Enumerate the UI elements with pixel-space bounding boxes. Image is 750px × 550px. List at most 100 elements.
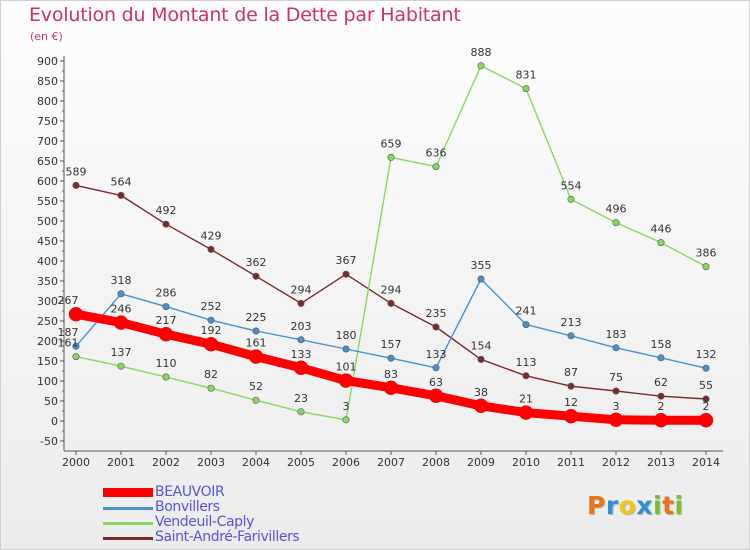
- data-label: 154: [471, 339, 492, 352]
- proxiti-logo: Proxiti: [587, 491, 684, 520]
- data-point: [387, 354, 395, 362]
- data-point: [702, 395, 710, 403]
- data-point: [252, 272, 260, 280]
- legend-label: Vendeuil-Caply: [155, 514, 254, 530]
- data-label: 217: [156, 314, 177, 327]
- data-point: [117, 191, 125, 199]
- data-point: [653, 412, 669, 428]
- data-point: [473, 398, 489, 414]
- data-point: [293, 360, 309, 376]
- data-point: [522, 372, 530, 380]
- data-label: 187: [58, 326, 79, 339]
- data-label: 888: [471, 46, 492, 59]
- x-tick-label: 2007: [377, 456, 405, 469]
- data-label: 386: [696, 247, 717, 260]
- data-point: [702, 263, 710, 271]
- data-label: 203: [291, 320, 312, 333]
- y-tick-label: 650: [37, 155, 58, 168]
- y-tick-label: 900: [37, 55, 58, 68]
- y-tick-label: 700: [37, 135, 58, 148]
- data-label: 659: [381, 137, 402, 150]
- data-label: 589: [66, 165, 87, 178]
- data-label: 133: [426, 348, 447, 361]
- x-tick-label: 2004: [242, 456, 270, 469]
- data-point: [522, 85, 530, 93]
- data-point: [518, 405, 534, 420]
- data-label: 636: [426, 147, 447, 160]
- data-label: 267: [58, 294, 79, 307]
- data-point: [432, 364, 440, 372]
- data-label: 21: [519, 393, 533, 406]
- data-point: [72, 353, 80, 361]
- y-tick-label: 550: [37, 195, 58, 208]
- x-tick-label: 2000: [62, 456, 90, 469]
- y-tick-label: 100: [37, 375, 58, 388]
- data-label: 113: [516, 356, 537, 369]
- data-label: 63: [429, 376, 443, 389]
- data-point: [342, 416, 350, 424]
- data-point: [207, 316, 215, 324]
- data-point: [612, 344, 620, 352]
- data-point: [432, 323, 440, 331]
- data-point: [203, 336, 219, 352]
- y-tick-label: 200: [37, 335, 58, 348]
- data-label: 235: [426, 307, 447, 320]
- data-point: [207, 245, 215, 253]
- y-tick-label: 450: [37, 235, 58, 248]
- x-tick-label: 2012: [602, 456, 630, 469]
- data-point: [297, 408, 305, 416]
- data-point: [657, 392, 665, 400]
- data-point: [477, 62, 485, 70]
- legend-swatch-saint-andre-farivillers: [103, 537, 153, 540]
- legend-label: Saint-André-Farivillers: [155, 529, 300, 545]
- data-point: [432, 163, 440, 171]
- data-label: 83: [384, 368, 398, 381]
- data-label: 12: [564, 396, 578, 409]
- legend-label: Bonvillers: [155, 499, 220, 515]
- logo-letter: x: [636, 491, 653, 520]
- data-label: 213: [561, 316, 582, 329]
- data-label: 318: [111, 274, 132, 287]
- logo-letter: i: [674, 491, 684, 520]
- data-point: [338, 373, 354, 388]
- data-point: [563, 408, 579, 424]
- data-label: 294: [381, 283, 402, 296]
- data-label: 362: [246, 256, 267, 269]
- data-point: [428, 388, 444, 404]
- data-label: 564: [111, 175, 132, 188]
- data-point: [477, 355, 485, 363]
- data-label: 446: [651, 223, 672, 236]
- data-label: 294: [291, 283, 312, 296]
- legend-swatch-beauvoir: [103, 488, 153, 497]
- logo-letter: P: [587, 491, 606, 520]
- y-tick-label: -50: [40, 435, 58, 448]
- data-label: 133: [291, 348, 312, 361]
- x-tick-label: 2005: [287, 456, 315, 469]
- x-tick-label: 2002: [152, 456, 180, 469]
- data-point: [117, 362, 125, 370]
- data-point: [158, 326, 174, 342]
- logo-letter: o: [618, 491, 637, 520]
- data-label: 241: [516, 305, 537, 318]
- x-tick-label: 2009: [467, 456, 495, 469]
- data-point: [68, 306, 84, 322]
- data-point: [567, 332, 575, 340]
- data-label: 429: [201, 229, 222, 242]
- data-label: 225: [246, 311, 267, 324]
- data-label: 192: [201, 324, 222, 337]
- data-label: 23: [294, 392, 308, 405]
- chart-title: Evolution du Montant de la Dette par Hab…: [29, 4, 461, 26]
- data-point: [387, 299, 395, 307]
- data-label: 355: [471, 259, 492, 272]
- data-point: [383, 380, 399, 396]
- x-tick-label: 2008: [422, 456, 450, 469]
- data-label: 246: [111, 303, 132, 316]
- data-label: 3: [613, 400, 620, 413]
- data-label: 2: [658, 400, 665, 413]
- chart-subtitle: (en €): [30, 30, 63, 43]
- data-label: 496: [606, 203, 627, 216]
- data-point: [657, 354, 665, 362]
- x-tick-label: 2010: [512, 456, 540, 469]
